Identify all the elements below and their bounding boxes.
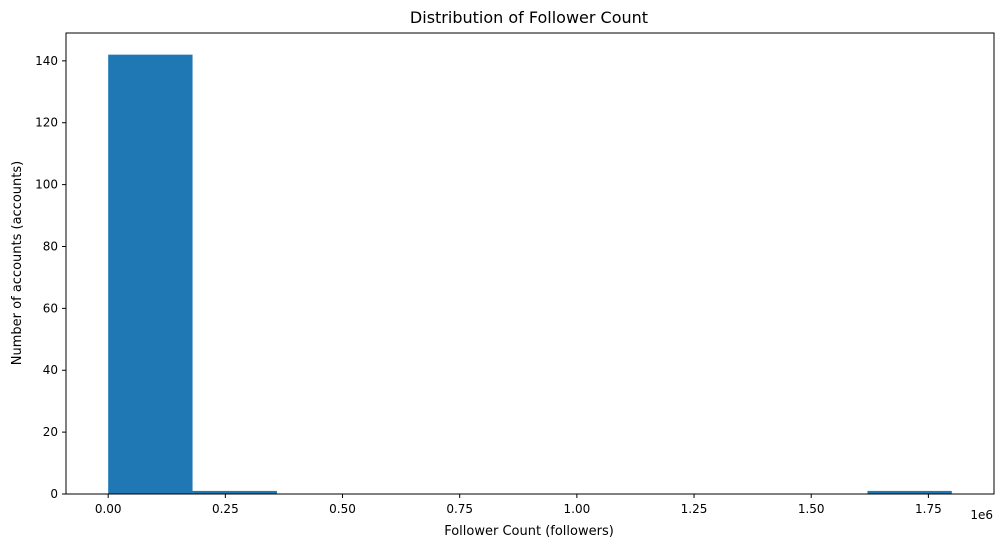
y-tick-label: 60 [43,301,58,315]
x-tick-label: 0.00 [95,502,122,516]
x-tick-label: 0.50 [329,502,356,516]
histogram-bar-1 [192,490,277,494]
x-tick-label: 0.25 [212,502,239,516]
y-tick-label: 0 [50,487,58,501]
chart-title: Distribution of Follower Count [410,8,648,27]
x-axis-label: Follower Count (followers) [444,524,614,539]
y-axis-label: Number of accounts (accounts) [10,161,25,365]
plot-frame [65,32,995,495]
y-tick-label: 120 [35,116,58,130]
y-tick-label: 100 [35,178,58,192]
y-tick-label: 140 [35,54,58,68]
y-tick-label: 20 [43,425,58,439]
y-tick-label: 80 [43,239,58,253]
x-ticks-group: 0.00 0.25 0.50 0.75 1.00 1.25 1.50 1.75 [95,494,942,516]
histogram-bar-9 [867,490,952,494]
x-tick-label: 1.00 [564,502,591,516]
x-tick-label: 1.75 [915,502,942,516]
x-axis-offset-label: 1e6 [970,508,993,522]
y-tick-label: 40 [43,363,58,377]
x-tick-label: 1.25 [681,502,708,516]
histogram-bar-0 [108,54,193,495]
x-tick-label: 0.75 [446,502,473,516]
x-tick-label: 1.50 [798,502,825,516]
bars-group [108,54,952,495]
y-ticks-group: 0 20 40 60 80 100 120 140 [35,54,66,501]
